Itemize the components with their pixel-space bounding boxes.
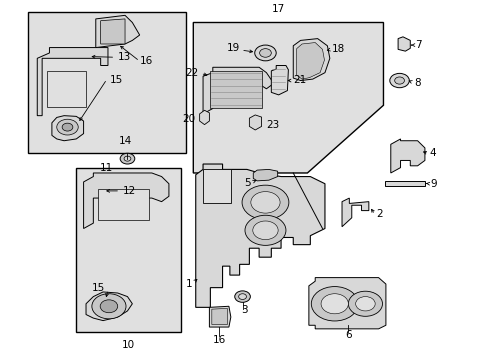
Polygon shape (193, 22, 383, 173)
Polygon shape (203, 67, 273, 114)
Circle shape (244, 215, 285, 246)
Polygon shape (308, 278, 385, 329)
Circle shape (254, 45, 276, 61)
Text: 14: 14 (118, 136, 131, 146)
Text: 21: 21 (293, 75, 306, 85)
Bar (27, 12, 185, 153)
Polygon shape (249, 115, 261, 130)
Circle shape (57, 119, 78, 135)
Polygon shape (199, 110, 209, 125)
Polygon shape (86, 292, 132, 321)
Polygon shape (195, 164, 325, 307)
Circle shape (252, 221, 278, 240)
Polygon shape (211, 309, 227, 325)
Text: 23: 23 (266, 120, 279, 130)
Polygon shape (52, 116, 83, 141)
Text: 2: 2 (375, 209, 382, 219)
Circle shape (238, 294, 246, 300)
Circle shape (321, 294, 347, 314)
Text: 7: 7 (414, 40, 421, 50)
Polygon shape (209, 306, 230, 327)
Polygon shape (296, 42, 324, 79)
Bar (203, 170, 231, 203)
Text: 1: 1 (185, 279, 192, 289)
Text: 5: 5 (244, 178, 250, 188)
Text: 9: 9 (430, 179, 436, 189)
Circle shape (92, 294, 126, 319)
Polygon shape (390, 139, 424, 173)
Text: 10: 10 (122, 340, 135, 350)
Bar (98, 189, 149, 220)
Text: 17: 17 (272, 4, 285, 14)
Text: 4: 4 (429, 148, 435, 158)
Text: 16: 16 (212, 334, 225, 345)
Polygon shape (293, 39, 329, 81)
Polygon shape (271, 66, 288, 95)
Text: 8: 8 (413, 78, 420, 89)
Circle shape (124, 156, 131, 161)
Circle shape (389, 73, 408, 88)
Circle shape (347, 291, 382, 316)
Polygon shape (253, 170, 277, 181)
Text: 6: 6 (345, 330, 351, 340)
Bar (47, 71, 86, 107)
Bar (210, 71, 261, 108)
Polygon shape (397, 37, 409, 51)
Text: 11: 11 (100, 163, 113, 172)
Polygon shape (101, 19, 125, 44)
Circle shape (100, 300, 118, 313)
Text: 19: 19 (226, 43, 239, 53)
Circle shape (355, 297, 374, 311)
Text: 13: 13 (118, 52, 131, 62)
Circle shape (394, 77, 404, 84)
Text: 15: 15 (109, 75, 122, 85)
Text: 12: 12 (122, 186, 136, 196)
Circle shape (250, 192, 280, 213)
Text: 22: 22 (184, 68, 198, 78)
Polygon shape (83, 173, 168, 229)
Text: 3: 3 (241, 305, 247, 315)
Circle shape (311, 287, 357, 321)
Circle shape (62, 123, 73, 131)
Bar (76, 168, 181, 332)
Circle shape (120, 153, 135, 164)
Polygon shape (96, 15, 140, 48)
Text: 20: 20 (182, 113, 195, 123)
Polygon shape (37, 48, 108, 116)
Polygon shape (341, 198, 368, 227)
Text: 18: 18 (331, 44, 345, 54)
Polygon shape (384, 181, 424, 186)
Text: 15: 15 (92, 283, 105, 293)
Circle shape (242, 185, 288, 220)
Circle shape (259, 49, 271, 57)
Circle shape (234, 291, 250, 302)
Text: 16: 16 (140, 56, 153, 66)
